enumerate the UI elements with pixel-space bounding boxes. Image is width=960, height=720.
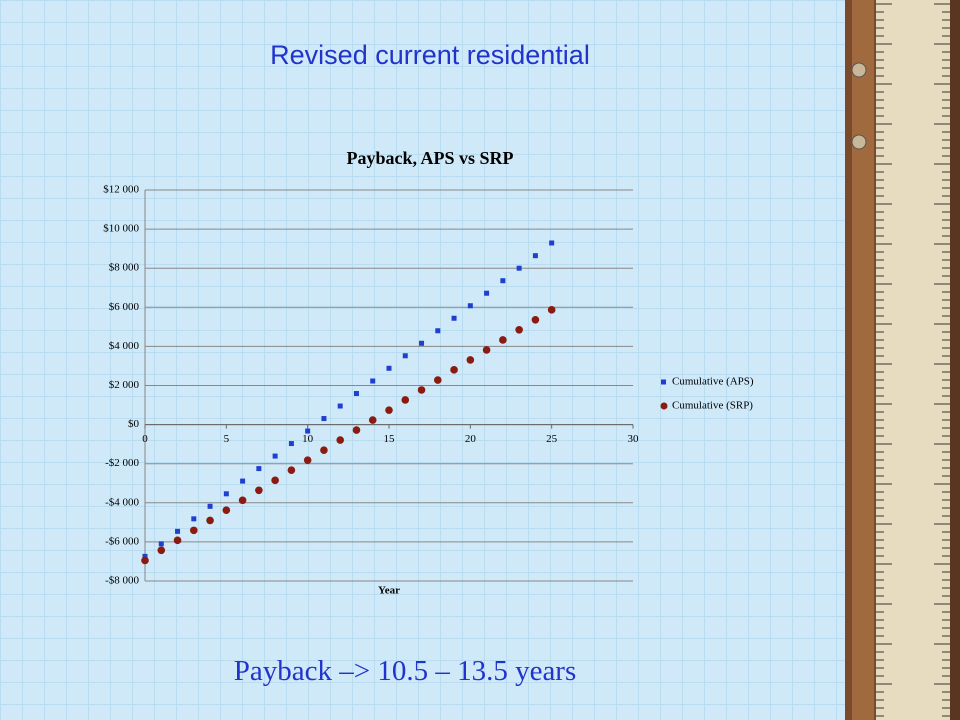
x-axis-label: Year [378,585,400,597]
point [240,478,246,484]
ruler-side [950,0,960,720]
point [401,396,410,404]
x-tick-label: 25 [546,433,558,445]
point [288,441,294,447]
y-tick-label: $0 [128,418,140,430]
y-tick-label: -$4 000 [105,496,139,508]
point [419,340,425,346]
point [353,391,359,397]
point [515,325,523,334]
point [549,240,555,246]
point [435,328,441,334]
y-tick-label: $6 000 [109,301,140,313]
chart-title: Payback, APS vs SRP [346,148,513,168]
point [142,553,148,559]
point [272,453,278,459]
x-tick-label: 5 [224,433,230,445]
x-tick-label: 15 [384,433,396,445]
legend-label: Cumulative (APS) [672,376,754,388]
point [370,378,376,384]
ruler-scale [876,0,950,720]
point [305,428,311,434]
point [386,365,392,371]
point [516,265,522,271]
point [320,446,328,455]
point [402,353,408,359]
point [255,486,263,495]
y-tick-label: $10 000 [103,223,139,235]
point [238,496,247,505]
point [190,526,198,535]
ruler-ticks [876,3,950,717]
point [467,303,473,309]
point [482,346,491,354]
point [287,466,296,474]
point [321,416,327,422]
screw [851,134,867,150]
y-tick-label: $12 000 [103,184,139,196]
point [385,406,393,414]
y-tick-label: -$8 000 [105,575,139,587]
point [417,386,426,394]
y-tick-label: -$2 000 [105,457,139,469]
point [173,536,182,545]
y-tick-label: $8 000 [109,262,140,274]
x-tick-label: 0 [142,433,148,445]
y-tick-label: -$6 000 [105,535,139,547]
point [434,376,442,384]
point [531,316,540,324]
point [158,541,164,547]
x-tick-label: 30 [628,433,640,445]
point [206,516,214,525]
point [368,416,377,424]
legend-label: Cumulative (SRP) [672,400,753,412]
point [532,253,538,259]
point [484,290,490,296]
point [256,466,262,472]
point [222,506,231,515]
x-tick-label: 20 [465,433,477,445]
point [336,436,345,444]
ruler-edge [852,0,874,720]
point [157,546,166,555]
y-tick-label: $4 000 [109,340,140,352]
point [175,528,181,534]
point [499,336,507,344]
point [450,366,458,374]
legend-marker [660,402,668,410]
x-tick-label: 10 [302,433,314,445]
point [141,556,149,565]
slide-title: Revised current residential [270,40,590,70]
y-tick-label: $2 000 [109,379,140,391]
point [271,476,279,485]
point [352,426,361,434]
point [547,306,556,314]
point [337,403,343,409]
point [451,315,457,321]
footer: Payback –> 10.5 – 13.5 years [233,655,577,687]
legend-marker [661,379,666,385]
point [500,278,506,284]
point [191,516,197,522]
point [466,356,475,364]
point [223,491,229,497]
point [303,456,312,464]
point [207,503,213,509]
screw [851,62,867,78]
